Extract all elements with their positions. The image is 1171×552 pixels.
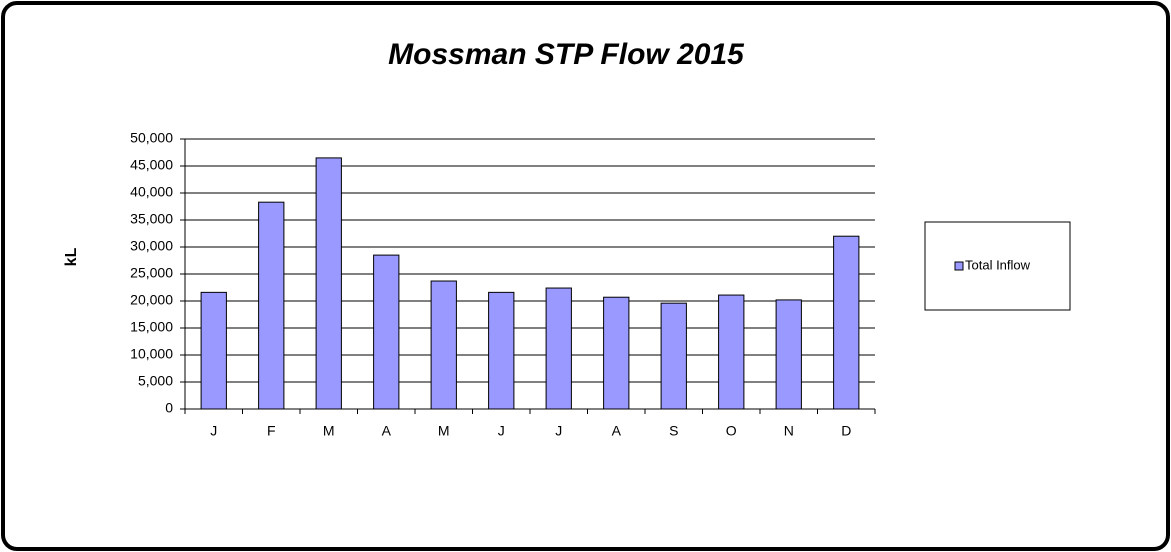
x-tick-label: O xyxy=(726,423,737,439)
x-tick-label: J xyxy=(210,423,217,439)
y-tick-label: 35,000 xyxy=(130,211,173,227)
x-tick-label: A xyxy=(612,423,622,439)
bar xyxy=(603,296,630,410)
bar xyxy=(718,294,745,410)
bar xyxy=(200,291,227,410)
chart-title: Mossman STP Flow 2015 xyxy=(388,38,745,71)
x-tick-label: J xyxy=(498,423,505,439)
y-tick-label: 25,000 xyxy=(130,265,173,281)
y-axis-label: kL xyxy=(63,247,80,266)
x-tick-label: M xyxy=(438,423,450,439)
bar xyxy=(775,299,802,410)
x-tick-label: A xyxy=(382,423,392,439)
x-tick-label: J xyxy=(555,423,562,439)
y-tick-label: 0 xyxy=(165,400,173,416)
x-tick-label: S xyxy=(669,423,678,439)
x-tick-label: D xyxy=(841,423,851,439)
x-tick-label: N xyxy=(784,423,794,439)
y-tick-label: 50,000 xyxy=(130,130,173,146)
y-tick-label: 10,000 xyxy=(130,346,173,362)
y-tick-label: 15,000 xyxy=(130,319,173,335)
y-tick-label: 40,000 xyxy=(130,184,173,200)
bar xyxy=(315,157,342,410)
y-tick-label: 20,000 xyxy=(130,292,173,308)
y-tick-label: 45,000 xyxy=(130,157,173,173)
bar xyxy=(660,302,687,410)
x-tick-label: M xyxy=(323,423,335,439)
bar xyxy=(833,235,860,410)
legend-label: Total Inflow xyxy=(965,257,1031,272)
x-tick-label: F xyxy=(267,423,276,439)
bar xyxy=(430,280,457,410)
bar xyxy=(258,201,285,410)
bar xyxy=(373,254,400,410)
bar xyxy=(488,291,515,410)
y-tick-label: 5,000 xyxy=(138,373,173,389)
legend-swatch xyxy=(954,261,964,271)
y-tick-label: 30,000 xyxy=(130,238,173,254)
legend-box xyxy=(924,221,1071,311)
bar xyxy=(545,287,572,410)
